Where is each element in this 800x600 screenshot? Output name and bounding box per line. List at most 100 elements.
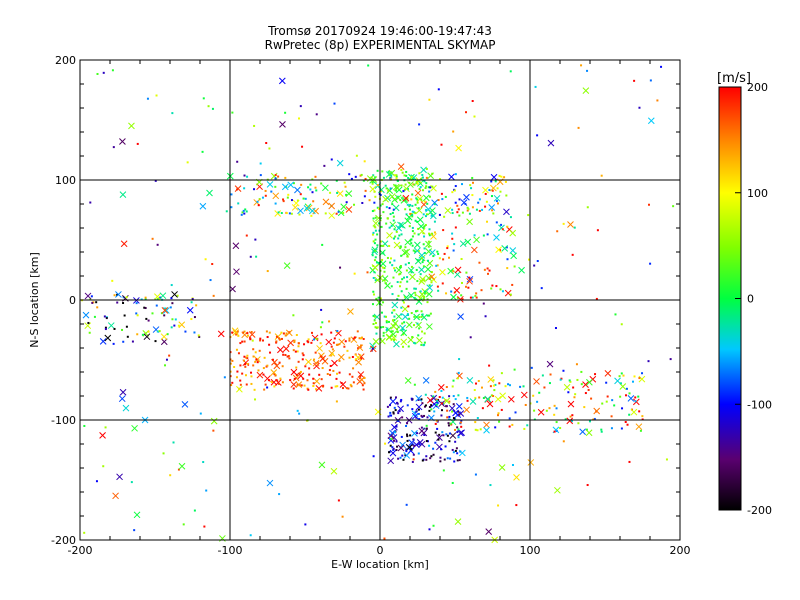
data-point-x-marker [406,444,413,451]
data-point-dot [482,397,485,400]
data-point-x-marker [107,322,115,329]
data-point-dot [638,410,641,413]
data-point-dot [501,290,504,293]
data-point-dot [457,410,460,413]
data-point-dot [453,189,456,192]
data-point-dot [515,504,518,507]
data-point-dot [562,222,565,225]
data-point-dot [330,331,333,334]
data-point-dot [383,537,386,540]
data-point-dot [574,393,577,396]
data-point-dot [284,353,287,356]
data-point-dot [445,386,448,389]
data-point-dot [133,529,136,532]
data-point-dot [268,343,271,346]
data-point-dot [386,256,389,259]
data-point-dot [391,446,394,449]
data-point-x-marker [411,429,418,437]
data-point-dot [253,388,256,391]
data-point-x-marker [236,385,243,393]
data-point-dot [378,229,381,232]
data-point-dot [401,171,404,174]
data-point-x-marker [336,190,344,197]
data-point-dot [348,173,351,176]
data-point-dot [423,200,426,203]
data-point-dot [394,184,397,187]
data-point-x-marker [487,376,495,383]
data-point-dot [426,440,429,443]
data-point-dot [292,314,295,317]
data-point-x-marker [386,187,394,195]
data-point-dot [414,294,417,297]
data-point-dot [315,337,318,340]
data-point-dot [442,469,445,472]
data-point-dot [409,203,412,206]
data-point-dot [439,460,442,463]
data-point-x-marker [397,163,405,170]
data-point-dot [363,160,366,163]
data-point-dot [404,246,407,249]
data-point-dot [184,330,187,333]
data-point-dot [363,195,366,198]
data-point-dot [618,375,621,378]
data-point-x-marker [178,462,186,470]
data-point-dot [236,330,239,333]
data-point-dot [458,198,461,201]
data-point-dot [122,340,125,343]
data-point-dot [244,208,247,211]
data-point-dot [506,258,509,261]
data-point-dot [389,213,392,216]
data-point-x-marker [272,192,280,200]
data-point-dot [253,124,256,127]
data-point-x-marker [453,286,461,294]
data-point-dot [634,396,637,399]
data-point-dot [478,261,481,264]
data-point-dot [494,426,497,429]
data-point-dot [405,503,408,506]
data-point-dot [384,315,387,318]
data-point-dot [444,445,447,448]
data-point-x-marker [439,268,446,276]
data-point-dot [596,229,599,232]
data-point-x-marker [482,186,489,194]
data-point-dot [632,380,635,383]
data-point-dot [202,97,205,100]
data-point-x-marker [178,321,186,329]
data-point-dot [611,399,614,402]
data-point-dot [113,294,116,297]
data-point-dot [384,442,387,445]
data-point-dot [400,435,403,438]
data-point-dot [122,302,125,305]
data-point-dot [478,209,481,212]
data-point-dot [411,408,414,411]
data-point-dot [430,408,433,411]
data-point-x-marker [372,338,380,345]
data-point-dot [495,285,498,288]
data-point-dot [281,381,284,384]
data-point-x-marker [413,313,421,321]
x-tick-label: 0 [377,544,384,557]
data-point-dot [259,174,262,177]
data-point-dot [456,296,459,299]
data-point-dot [441,198,444,201]
data-point-x-marker [171,291,178,298]
data-point-dot [389,261,392,264]
data-point-dot [590,397,593,400]
data-point-dot [321,321,324,324]
data-point-dot [452,403,455,406]
data-point-dot [423,433,426,436]
data-point-dot [262,367,265,370]
data-point-dot [385,319,388,322]
data-point-dot [562,369,565,372]
data-point-dot [406,435,409,438]
data-point-dot [256,361,259,364]
data-point-dot [490,394,493,397]
data-point-x-marker [322,198,330,206]
data-point-dot [495,200,498,203]
data-point-dot [125,325,128,328]
data-point-dot [418,187,421,190]
data-point-dot [672,205,675,208]
data-point-dot [403,321,406,324]
data-point-dot [440,143,443,146]
data-point-dot [418,123,421,126]
